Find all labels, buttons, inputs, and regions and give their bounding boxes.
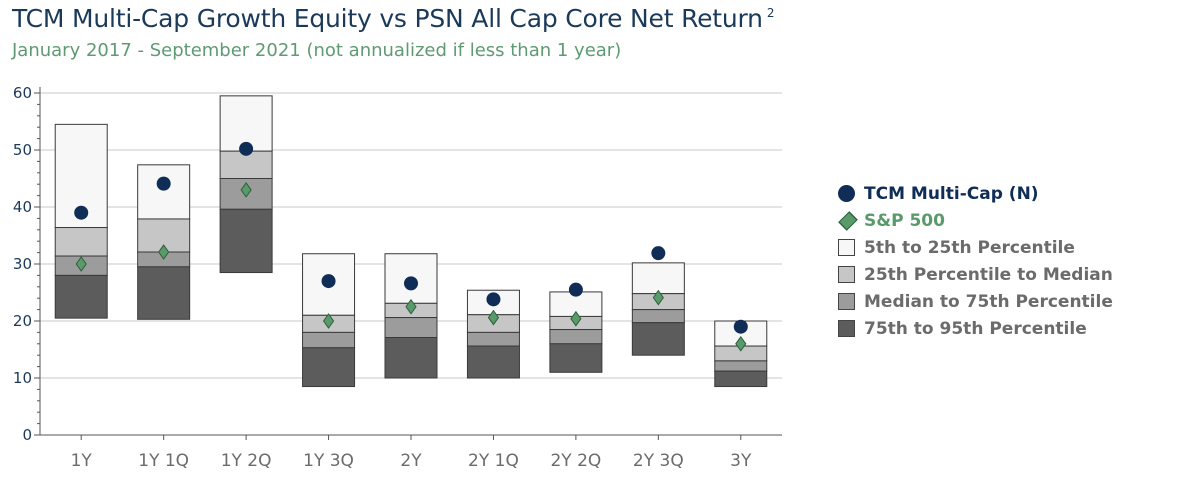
bar-75-95 (549, 343, 603, 373)
tcm-marker (404, 276, 418, 291)
legend-item: Median to 75th Percentile (838, 288, 1113, 315)
sp500-marker (240, 182, 252, 198)
legend-item: 75th to 95th Percentile (838, 315, 1113, 342)
legend-label: 75th to 95th Percentile (864, 318, 1087, 339)
sp500-marker (735, 335, 747, 352)
legend-swatch-icon (838, 266, 855, 283)
percentile-bars (54, 95, 768, 388)
legend-swatch-icon (838, 293, 855, 310)
legend-label: S&P 500 (864, 210, 945, 231)
bar-median-75 (302, 331, 356, 349)
legend-symbol (838, 238, 864, 258)
sp500-marker (405, 298, 417, 315)
x-tick-label: 1Y 2Q (221, 451, 272, 471)
bar-5-25 (631, 262, 685, 295)
sp500-marker (158, 244, 170, 260)
legend-item: 25th Percentile to Median (838, 261, 1113, 288)
legend-diamond-icon (838, 210, 858, 231)
x-tick-label: 2Y 2Q (550, 451, 601, 471)
bar-median-75 (466, 331, 520, 347)
legend-item: 5th to 25th Percentile (838, 234, 1113, 261)
legend-swatch-icon (838, 239, 855, 256)
sp500-marker (487, 309, 500, 326)
y-tick-label: 60 (13, 84, 32, 102)
bar-75-95 (631, 322, 685, 356)
bar-25-median (54, 227, 108, 257)
tcm-marker (733, 319, 748, 334)
tcm-marker (239, 141, 254, 156)
legend-symbol (838, 319, 864, 339)
y-tick-label: 50 (13, 141, 32, 159)
chart-title-text: TCM Multi-Cap Growth Equity vs PSN All C… (12, 4, 763, 33)
percentile-chart: 0 10 20 30 40 50 60 1Y 1Y 1Q 1Y 2Q 1Y 3Q 2Y 2Y 1Q 2Y … (13, 84, 782, 471)
x-tick-label: 2Y 3Q (633, 451, 684, 471)
x-tick-label: 2Y 1Q (468, 451, 519, 471)
y-tick-label: 20 (13, 312, 32, 330)
sp500-marker (75, 256, 87, 272)
x-tick-label: 1Y 3Q (303, 451, 354, 471)
y-tick-label: 40 (13, 198, 32, 216)
bar-median-75 (549, 329, 603, 345)
bar-median-75 (384, 317, 438, 339)
legend-symbol (838, 210, 864, 231)
legend-item: S&P 500 (838, 207, 1113, 234)
chart-title: TCM Multi-Cap Growth Equity vs PSN All C… (12, 4, 774, 33)
x-tick-label: 1Y 1Q (138, 451, 189, 471)
title-footnote-marker: 2 (766, 6, 775, 20)
tcm-marker (74, 205, 89, 220)
chart-subtitle: January 2017 - September 2021 (not annua… (12, 40, 622, 61)
bar-75-95 (714, 370, 768, 388)
legend-dot-icon (838, 185, 855, 202)
bar-75-95 (54, 274, 108, 319)
tcm-marker (651, 246, 666, 261)
legend-symbol (838, 265, 864, 285)
legend-label: 5th to 25th Percentile (864, 237, 1075, 258)
legend-label: TCM Multi-Cap (N) (864, 183, 1039, 204)
x-tick-label: 1Y (71, 451, 93, 471)
series-markers (74, 141, 748, 352)
tcm-marker (568, 282, 583, 297)
bar-75-95 (302, 347, 356, 388)
bar-median-75 (631, 309, 685, 324)
legend-symbol (838, 292, 864, 312)
sp500-marker (570, 310, 582, 327)
axes: 0 10 20 30 40 50 60 1Y 1Y 1Q 1Y 2Q 1Y 3Q 2Y 2Y 1Q 2Y … (13, 84, 782, 471)
legend-label: 25th Percentile to Median (864, 264, 1113, 285)
legend-symbol (838, 184, 864, 204)
bar-75-95 (137, 266, 191, 320)
y-tick-label: 0 (22, 426, 32, 444)
legend: TCM Multi-Cap (N) S&P 500 5th to 25th Perc… (838, 180, 1113, 342)
sp500-marker (322, 313, 335, 329)
legend-swatch-icon (838, 320, 855, 337)
legend-label: Median to 75th Percentile (864, 291, 1113, 312)
x-tick-label: 2Y (400, 451, 422, 471)
x-tick-label: 3Y (730, 451, 752, 471)
bar-5-25 (137, 164, 191, 220)
tcm-marker (321, 274, 336, 289)
tcm-marker (156, 176, 171, 191)
bar-75-95 (219, 208, 273, 274)
bar-median-75 (714, 360, 768, 372)
y-tick-label: 30 (13, 255, 32, 273)
y-tick-label: 10 (13, 369, 32, 387)
tcm-marker (486, 292, 501, 307)
bar-75-95 (384, 337, 438, 379)
sp500-marker (652, 289, 664, 306)
legend-item: TCM Multi-Cap (N) (838, 180, 1113, 207)
bar-75-95 (466, 345, 520, 379)
